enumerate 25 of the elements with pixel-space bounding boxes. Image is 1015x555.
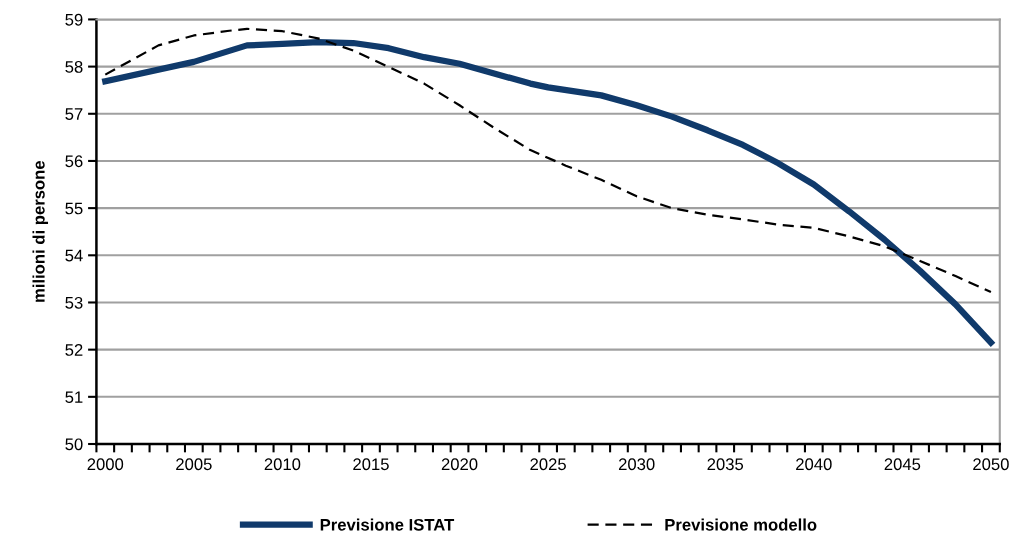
x-tick-label: 2030 xyxy=(618,458,655,471)
y-tick-label: 57 xyxy=(65,108,83,120)
y-tick-label: 59 xyxy=(65,13,83,26)
y-tick-label: 50 xyxy=(65,438,83,451)
x-tick-label: 2035 xyxy=(707,458,744,471)
legend-label: Previsione modello xyxy=(665,518,817,531)
x-tick-label: 2020 xyxy=(441,458,478,471)
y-tick-label: 53 xyxy=(65,296,83,309)
x-tick-label: 2050 xyxy=(973,458,1009,471)
y-tick-label: 52 xyxy=(65,344,83,356)
y-tick-label: 55 xyxy=(65,202,83,215)
legend-label: Previsione ISTAT xyxy=(320,518,455,531)
x-tick-label: 2005 xyxy=(176,458,212,471)
y-tick-label: 51 xyxy=(65,391,83,404)
x-tick-label: 2000 xyxy=(87,458,124,471)
line-series xyxy=(104,27,993,294)
y-tick-label: 56 xyxy=(65,155,83,168)
y-tick-label: 54 xyxy=(65,249,83,262)
x-tick-label: 2015 xyxy=(353,458,389,471)
x-tick-label: 2025 xyxy=(530,458,566,471)
x-tick-label: 2010 xyxy=(264,458,301,471)
y-tick-label: 58 xyxy=(65,61,83,73)
x-tick-label: 2040 xyxy=(796,458,832,471)
y-axis-title: milioni di persone xyxy=(32,160,49,302)
x-tick-label: 2045 xyxy=(884,458,921,471)
